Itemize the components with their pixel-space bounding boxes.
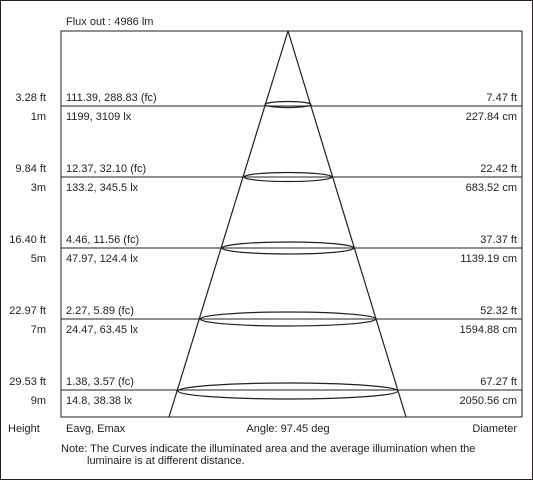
diameter-ft-3: 37.37 ft (480, 234, 517, 246)
note-line-1: Note: The Curves indicate the illuminate… (61, 443, 476, 455)
footer-height-label: Height (8, 423, 40, 435)
eavg-fc-4: 2.27, 5.89 (fc) (66, 305, 134, 317)
eavg-lx-3: 47.97, 124.4 lx (66, 253, 139, 265)
eavg-fc-2: 12.37, 32.10 (fc) (66, 163, 147, 175)
diameter-ft-4: 52.32 ft (480, 305, 517, 317)
beam-ellipse-1 (264, 100, 312, 109)
eavg-lx-5: 14.8, 38.38 lx (66, 395, 133, 407)
beam-ellipse-9 (177, 382, 399, 400)
height-m-2: 3m (30, 182, 46, 194)
cone-left-edge (168, 30, 289, 418)
height-ft-2: 9.84 ft (15, 163, 46, 175)
height-m-3: 5m (30, 253, 46, 265)
diameter-cm-2: 683.52 cm (465, 182, 517, 194)
diameter-cm-1: 227.84 cm (465, 111, 517, 123)
eavg-fc-1: 111.39, 288.83 (fc) (66, 92, 157, 104)
eavg-lx-4: 24.47, 63.45 lx (66, 324, 139, 336)
height-ft-4: 22.97 ft (9, 305, 46, 317)
height-m-5: 9m (30, 395, 46, 407)
note: Note: The Curves indicate the illuminate… (61, 443, 501, 467)
height-ft-5: 29.53 ft (9, 376, 46, 388)
note-line-2: luminaire is at different distance. (87, 455, 245, 467)
height-ft-1: 3.28 ft (15, 92, 46, 104)
beam-ellipse-5 (221, 241, 355, 255)
beam-ellipse-3 (243, 171, 333, 183)
height-ft-3: 16.40 ft (9, 234, 46, 246)
height-m-4: 7m (30, 324, 46, 336)
diameter-cm-3: 1139.19 cm (460, 253, 517, 265)
diameter-cm-5: 2050.56 cm (459, 395, 517, 407)
beam-ellipse-7 (199, 311, 377, 327)
footer-diameter-label: Diameter (472, 423, 517, 435)
chart-box (60, 30, 523, 418)
cone-right-edge (287, 30, 407, 418)
diameter-ft-1: 7.47 ft (486, 92, 517, 104)
diameter-cm-4: 1594.88 cm (459, 324, 517, 336)
footer-angle-label: Angle: 97.45 deg (246, 423, 330, 435)
eavg-lx-1: 1199, 3109 lx (66, 111, 132, 123)
height-m-1: 1m (30, 111, 46, 123)
eavg-lx-2: 133.2, 345.5 lx (66, 182, 139, 194)
diameter-ft-5: 67.27 ft (480, 376, 517, 388)
diameter-ft-2: 22.42 ft (480, 163, 517, 175)
footer-eavg-label: Eavg, Emax (66, 423, 126, 435)
eavg-fc-5: 1.38, 3.57 (fc) (66, 376, 134, 388)
flux-label: Flux out : 4986 lm (66, 16, 154, 28)
eavg-fc-3: 4.46, 11.56 (fc) (66, 234, 140, 246)
